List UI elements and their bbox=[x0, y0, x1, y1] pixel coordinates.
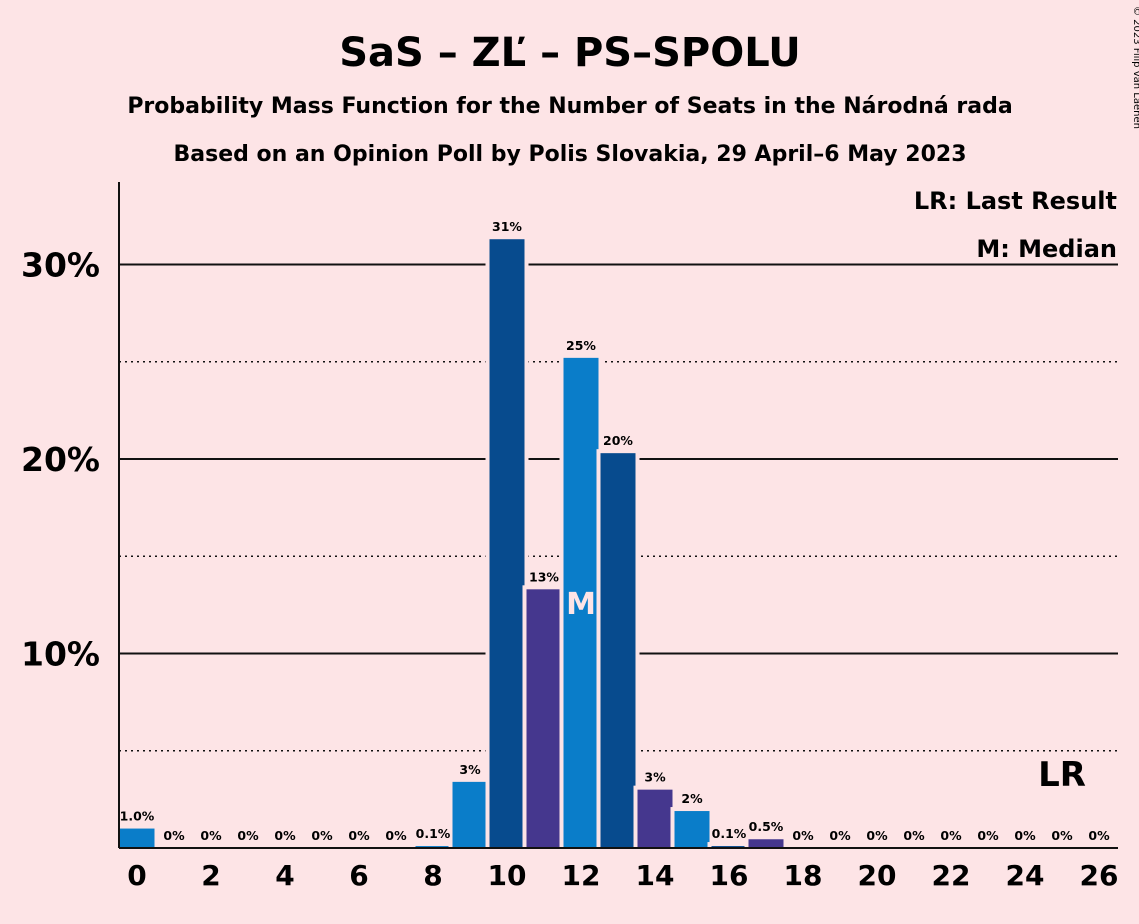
x-tick-label: 2 bbox=[201, 859, 220, 892]
bar-label-seat-25: 0% bbox=[1051, 828, 1073, 843]
bar-label-seat-10: 31% bbox=[492, 219, 522, 234]
markers: M LR bbox=[566, 587, 1086, 795]
bar-seat-0 bbox=[119, 828, 155, 848]
bar-label-seat-22: 0% bbox=[940, 828, 962, 843]
x-tick-label: 24 bbox=[1006, 859, 1045, 892]
bar-label-seat-20: 0% bbox=[866, 828, 888, 843]
bar-seat-12 bbox=[563, 357, 599, 848]
bar-label-seat-24: 0% bbox=[1014, 828, 1036, 843]
x-tick-label: 16 bbox=[710, 859, 749, 892]
bar-label-seat-26: 0% bbox=[1088, 828, 1110, 843]
chart-subtitle-1: Probability Mass Function for the Number… bbox=[127, 94, 1012, 119]
median-marker: M bbox=[566, 587, 596, 622]
x-tick-label: 14 bbox=[636, 859, 675, 892]
bar-label-seat-2: 0% bbox=[200, 828, 222, 843]
legend: LR: Last Result M: Median bbox=[914, 187, 1117, 263]
bar-label-seat-11: 13% bbox=[529, 569, 559, 584]
bar-label-seat-3: 0% bbox=[237, 828, 259, 843]
x-tick-label: 22 bbox=[932, 859, 971, 892]
bar-label-seat-4: 0% bbox=[274, 828, 296, 843]
bar-label-seat-9: 3% bbox=[459, 762, 481, 777]
bar-label-seat-18: 0% bbox=[792, 828, 814, 843]
bar-seat-15 bbox=[674, 811, 710, 848]
bar-label-seat-1: 0% bbox=[163, 828, 185, 843]
bar-label-seat-6: 0% bbox=[348, 828, 370, 843]
bar-label-seat-14: 3% bbox=[644, 770, 666, 785]
x-tick-label: 26 bbox=[1080, 859, 1119, 892]
bars bbox=[115, 235, 788, 849]
x-tick-label: 18 bbox=[784, 859, 823, 892]
bar-seat-9 bbox=[452, 781, 488, 848]
x-tick-label: 4 bbox=[275, 859, 294, 892]
y-tick-label: 20% bbox=[21, 440, 100, 479]
last-result-marker: LR bbox=[1038, 755, 1086, 795]
bar-label-seat-19: 0% bbox=[829, 828, 851, 843]
bar-label-seat-12: 25% bbox=[566, 338, 596, 353]
bar-seat-17 bbox=[748, 839, 784, 848]
bar-halo bbox=[707, 842, 751, 848]
x-tick-label: 10 bbox=[488, 859, 527, 892]
bar-halo bbox=[411, 842, 455, 848]
legend-entry: M: Median bbox=[976, 235, 1117, 263]
bar-seat-13 bbox=[600, 453, 636, 848]
chart-title: SaS – ZĽ – PS–SPOLU bbox=[339, 30, 801, 76]
x-tick-label: 8 bbox=[423, 859, 442, 892]
chart-subtitle-2: Based on an Opinion Poll by Polis Slovak… bbox=[173, 142, 966, 167]
y-tick-label: 10% bbox=[21, 635, 100, 674]
copyright-note: © 2023 Filip van Laenen bbox=[1131, 6, 1139, 129]
bar-seat-11 bbox=[526, 589, 562, 848]
bar-seat-10 bbox=[489, 239, 525, 849]
bar-label-seat-23: 0% bbox=[977, 828, 999, 843]
x-tick-label: 6 bbox=[349, 859, 368, 892]
bar-label-seat-16: 0.1% bbox=[712, 826, 747, 841]
legend-entry: LR: Last Result bbox=[914, 187, 1117, 215]
x-tick-label: 12 bbox=[562, 859, 601, 892]
x-tick-label: 0 bbox=[127, 859, 146, 892]
y-tick-labels: 10% 20% 30% bbox=[21, 246, 100, 674]
bar-label-seat-21: 0% bbox=[903, 828, 925, 843]
bar-label-seat-5: 0% bbox=[311, 828, 333, 843]
bar-label-seat-7: 0% bbox=[385, 828, 407, 843]
x-tick-label: 20 bbox=[858, 859, 897, 892]
bar-seat-14 bbox=[637, 789, 673, 848]
bar-label-seat-15: 2% bbox=[681, 791, 703, 806]
bar-label-seat-13: 20% bbox=[603, 433, 633, 448]
x-tick-labels: 0 2 4 6 8 10 12 14 16 18 20 22 24 26 bbox=[127, 859, 1118, 892]
y-tick-label: 30% bbox=[21, 246, 100, 285]
bar-label-seat-8: 0.1% bbox=[416, 826, 451, 841]
bar-label-seat-0: 1.0% bbox=[120, 809, 155, 824]
bar-label-seat-17: 0.5% bbox=[749, 819, 784, 834]
bar-labels: 1.0% 0% 0% 0% 0% 0% 0% 0% 0.1% 3% 31% 13% 25% 20% 3% 2%… bbox=[120, 219, 1110, 843]
